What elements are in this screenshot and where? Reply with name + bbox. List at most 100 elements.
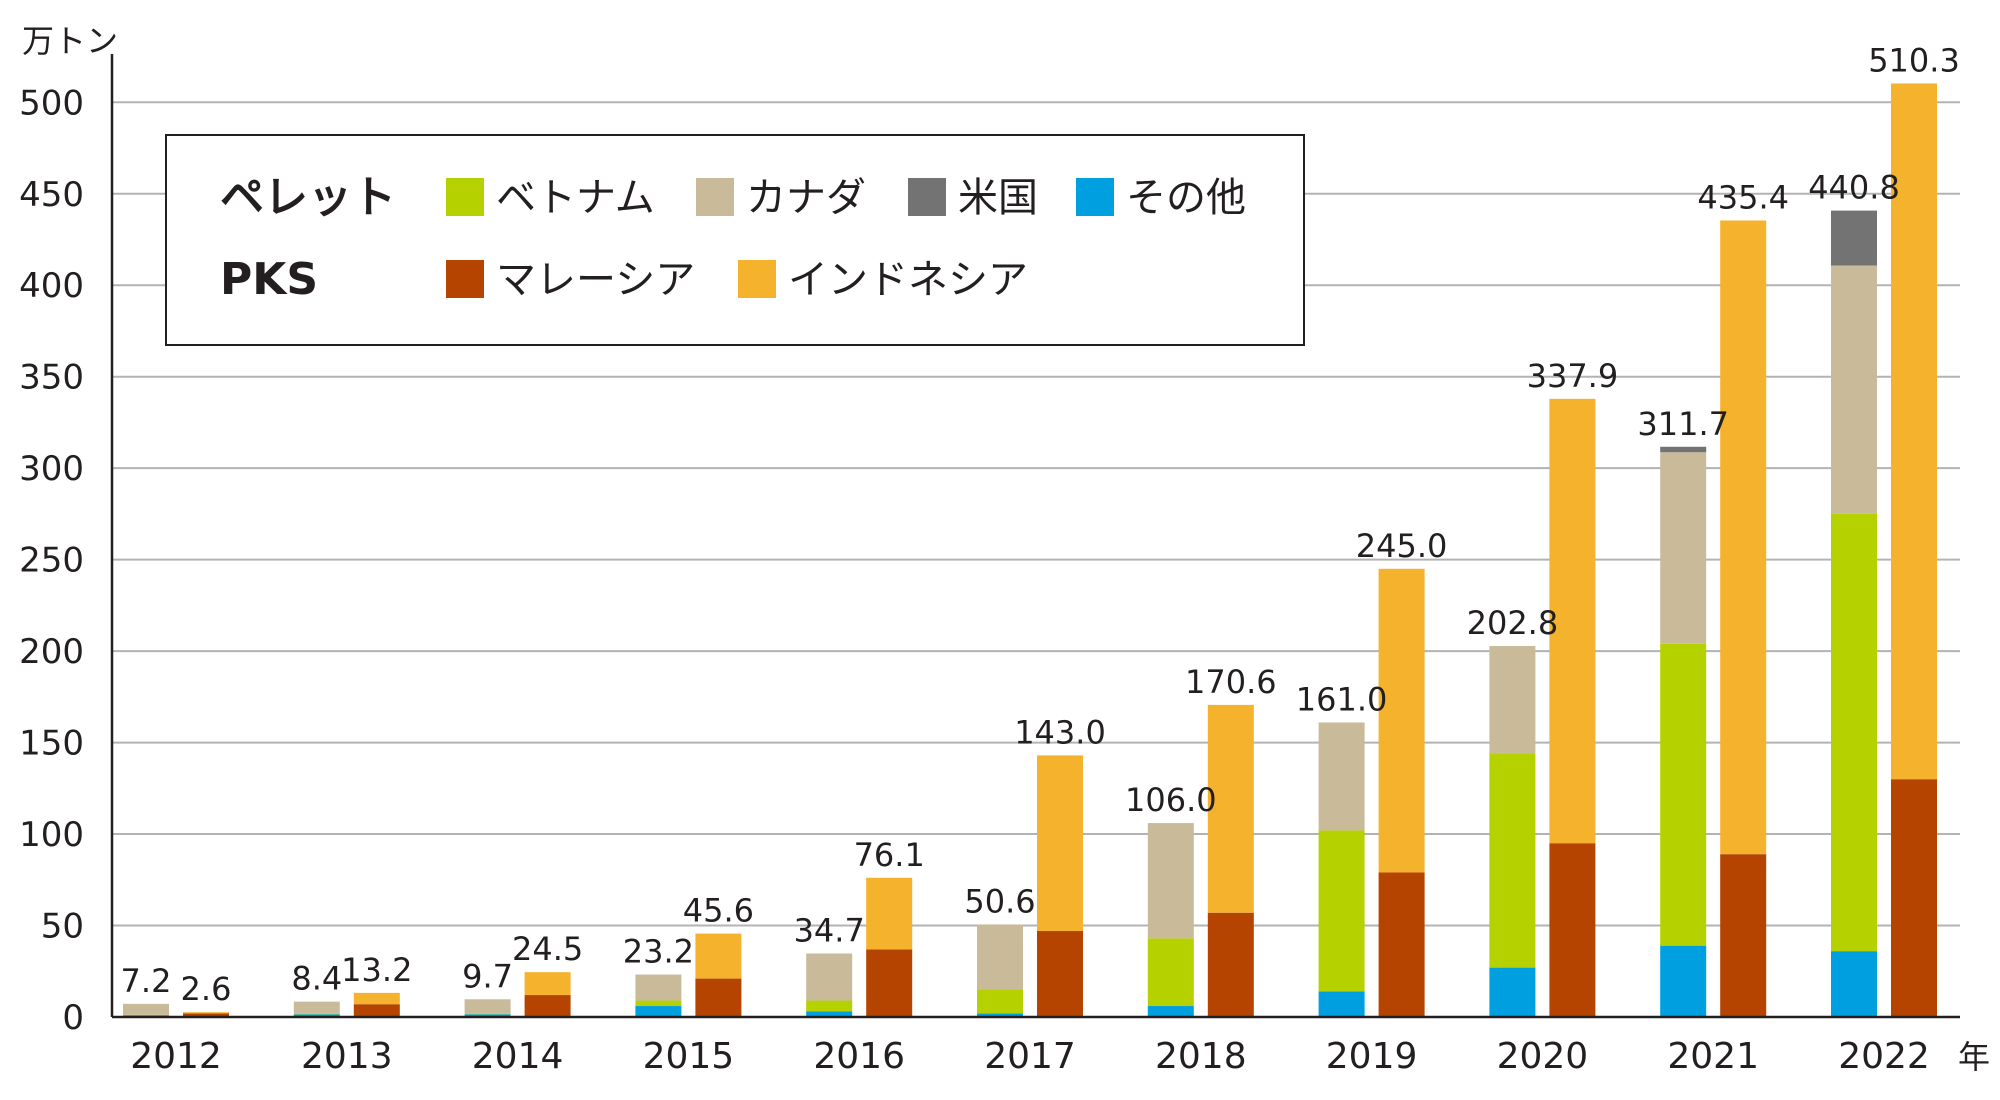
legend-swatch bbox=[738, 260, 776, 298]
bar-segment bbox=[123, 1003, 169, 1015]
bar-segment bbox=[1147, 823, 1194, 939]
legend-item-label: その他 bbox=[1126, 175, 1246, 221]
bar-segment bbox=[524, 995, 571, 1017]
x-tick-label: 2014 bbox=[472, 1036, 564, 1077]
bar-segment bbox=[1037, 755, 1083, 932]
data-label: 337.9 bbox=[1527, 357, 1619, 395]
bar-segment bbox=[635, 1006, 682, 1017]
bar-segment bbox=[1207, 912, 1254, 1017]
bar-segment bbox=[1147, 938, 1194, 1007]
legend-swatch bbox=[696, 178, 734, 216]
bar-segment bbox=[1549, 843, 1596, 1017]
bar-segment bbox=[1660, 945, 1707, 1017]
bar-segment bbox=[1318, 722, 1365, 831]
y-tick-label: 450 bbox=[19, 175, 84, 215]
legend: ペレット ベトナム カナダ 米国 その他 PKS マレーシア インドネシア bbox=[165, 134, 1305, 346]
data-label: 311.7 bbox=[1637, 405, 1729, 443]
y-tick-label: 300 bbox=[19, 449, 84, 489]
x-tick-label: 2013 bbox=[301, 1036, 393, 1077]
bar-segment bbox=[464, 1014, 511, 1017]
bar-segment bbox=[806, 1011, 853, 1017]
bar-segment bbox=[1720, 854, 1767, 1017]
x-tick-label: 2020 bbox=[1497, 1036, 1589, 1077]
y-unit-label: 万トン bbox=[22, 22, 118, 60]
bar-segment bbox=[1207, 704, 1254, 913]
bars bbox=[123, 83, 1937, 1017]
y-tick-label: 0 bbox=[62, 998, 84, 1038]
data-label: 245.0 bbox=[1356, 527, 1448, 565]
legend-swatch bbox=[446, 260, 484, 298]
bar-segment bbox=[1831, 210, 1877, 266]
legend-swatch bbox=[1076, 178, 1114, 216]
bar-segment bbox=[1891, 779, 1937, 1017]
bar-segment bbox=[977, 1013, 1023, 1017]
bar-segment bbox=[1831, 265, 1877, 514]
legend-swatch bbox=[446, 178, 484, 216]
data-label: 170.6 bbox=[1185, 663, 1277, 701]
bar-segment bbox=[1831, 951, 1877, 1017]
bar-segment bbox=[1891, 83, 1937, 780]
bar-segment bbox=[866, 877, 913, 950]
x-tick-label: 2017 bbox=[984, 1036, 1076, 1077]
legend-box bbox=[165, 134, 1305, 346]
bar-segment bbox=[1378, 568, 1425, 873]
bar-segment bbox=[353, 1004, 400, 1017]
bar-segment bbox=[353, 992, 400, 1005]
legend-item-label: ベトナム bbox=[496, 175, 655, 221]
bar-segment bbox=[1489, 753, 1536, 968]
data-label: 76.1 bbox=[854, 836, 925, 874]
bar-segment bbox=[183, 1012, 229, 1014]
bar-segment bbox=[695, 933, 742, 979]
data-labels: 7.2 2.6 8.413.2 9.724.5 23.245.6 34.7 76.1 50.6… bbox=[121, 41, 1960, 1008]
bar-segment bbox=[1720, 220, 1767, 855]
bar-segment bbox=[1489, 967, 1536, 1017]
bar-segment bbox=[806, 953, 853, 1001]
bar-segment bbox=[977, 989, 1023, 1014]
x-tick-label: 2021 bbox=[1667, 1036, 1759, 1077]
y-tick-label: 150 bbox=[19, 724, 84, 764]
y-tick-label: 400 bbox=[19, 266, 84, 306]
legend-swatch bbox=[908, 178, 946, 216]
legend-group-label: ペレット bbox=[220, 172, 396, 223]
data-label: 13.2 bbox=[341, 951, 412, 989]
y-tick-label: 100 bbox=[19, 815, 84, 855]
bar-segment bbox=[293, 1014, 340, 1017]
data-label: 34.7 bbox=[794, 912, 865, 950]
bar-segment bbox=[183, 1013, 229, 1017]
bar-segment bbox=[1489, 645, 1536, 754]
data-label: 106.0 bbox=[1125, 781, 1217, 819]
bar-segment bbox=[1318, 991, 1365, 1017]
bar-segment bbox=[635, 974, 682, 1001]
bar-segment bbox=[977, 924, 1023, 990]
bar-segment bbox=[1318, 830, 1365, 992]
data-label: 23.2 bbox=[623, 933, 694, 971]
legend-item-label: マレーシア bbox=[496, 257, 695, 303]
bar-segment bbox=[1831, 513, 1877, 952]
bar-segment bbox=[1147, 1006, 1194, 1017]
data-label: 510.3 bbox=[1868, 41, 1960, 79]
y-tick-label: 50 bbox=[41, 907, 84, 947]
data-label: 143.0 bbox=[1014, 713, 1106, 751]
x-tick-label: 2016 bbox=[813, 1036, 905, 1077]
x-tick-label: 2022 bbox=[1838, 1036, 1930, 1077]
x-tick-label: 2015 bbox=[643, 1036, 735, 1077]
bar-segment bbox=[464, 999, 511, 1014]
y-tick-label: 250 bbox=[19, 541, 84, 581]
data-label: 435.4 bbox=[1697, 178, 1789, 216]
data-label: 7.2 bbox=[121, 962, 172, 1000]
bar-segment bbox=[293, 1001, 340, 1014]
data-label: 9.7 bbox=[462, 957, 513, 995]
legend-item-label: カナダ bbox=[746, 175, 866, 221]
x-tick-label: 2012 bbox=[130, 1036, 222, 1077]
data-label: 24.5 bbox=[512, 930, 583, 968]
x-tick-label: 2018 bbox=[1155, 1036, 1247, 1077]
y-tick-label: 200 bbox=[19, 632, 84, 672]
bar-segment bbox=[866, 949, 913, 1017]
y-tick-label: 500 bbox=[19, 83, 84, 123]
x-unit-label: 年 bbox=[1958, 1038, 1990, 1076]
bar-segment bbox=[695, 978, 742, 1017]
data-label: 45.6 bbox=[683, 892, 754, 930]
